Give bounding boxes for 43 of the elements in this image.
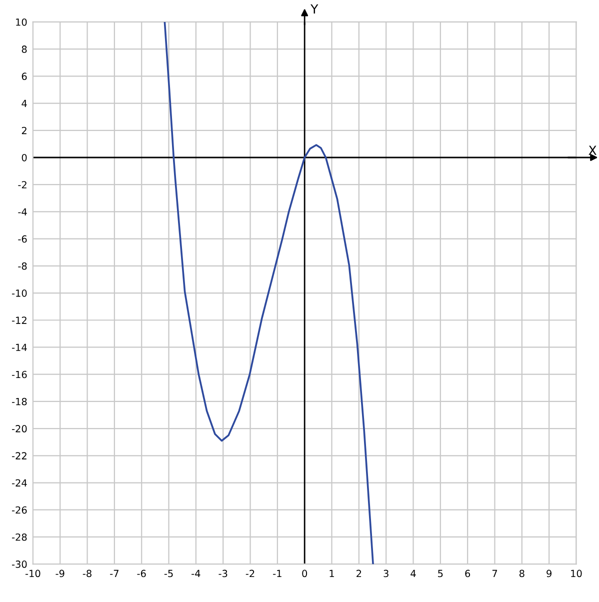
x-tick-label: -2 <box>246 570 254 578</box>
y-tick-label: -10 <box>12 290 27 297</box>
x-tick-label: -6 <box>137 570 146 578</box>
x-tick-label: -9 <box>56 570 64 578</box>
x-tick-label: -8 <box>82 570 92 578</box>
x-tick-label: -1 <box>273 570 282 578</box>
x-tick-label: 9 <box>546 570 552 578</box>
y-tick-label: -4 <box>18 208 27 216</box>
x-tick-label: -7 <box>110 570 118 578</box>
x-tick-label: -3 <box>218 570 228 578</box>
x-tick-label: 5 <box>438 570 443 578</box>
y-tick-label: -8 <box>18 262 27 270</box>
y-tick-label: 6 <box>22 72 27 80</box>
y-tick-label: -6 <box>18 235 27 243</box>
x-tick-label: 0 <box>302 570 308 578</box>
y-tick-label: -12 <box>12 316 26 324</box>
y-tick-label: -26 <box>12 506 27 514</box>
x-tick-label: 6 <box>465 570 470 578</box>
y-tick-label: -18 <box>12 398 27 406</box>
x-tick-label: 3 <box>384 570 388 578</box>
y-tick-label: -22 <box>12 452 26 460</box>
y-tick-label: 0 <box>22 154 27 162</box>
x-axis-title: X <box>588 146 596 155</box>
x-tick-label: 8 <box>519 570 524 578</box>
y-tick-label: -2 <box>18 181 26 188</box>
x-tick-label: 7 <box>492 570 498 578</box>
x-tick-label: 10 <box>571 570 582 578</box>
x-tick-label: 2 <box>356 570 362 578</box>
y-tick-label: 4 <box>22 100 27 107</box>
y-tick-label: -20 <box>12 425 27 432</box>
y-tick-label: 10 <box>16 18 27 26</box>
x-tick-label: -4 <box>192 570 200 578</box>
y-tick-label: -16 <box>12 370 27 378</box>
y-tick-label: -14 <box>12 344 27 351</box>
x-tick-label: 4 <box>410 570 416 578</box>
y-tick-label: 2 <box>22 126 26 134</box>
x-tick-label: 1 <box>330 570 334 578</box>
y-tick-label: -30 <box>12 560 27 568</box>
y-axis-title: Y <box>310 4 318 14</box>
y-tick-label: 8 <box>22 46 27 53</box>
y-tick-label: -28 <box>12 533 27 541</box>
y-tick-label: -24 <box>12 479 27 486</box>
x-tick-label: -5 <box>164 570 173 578</box>
